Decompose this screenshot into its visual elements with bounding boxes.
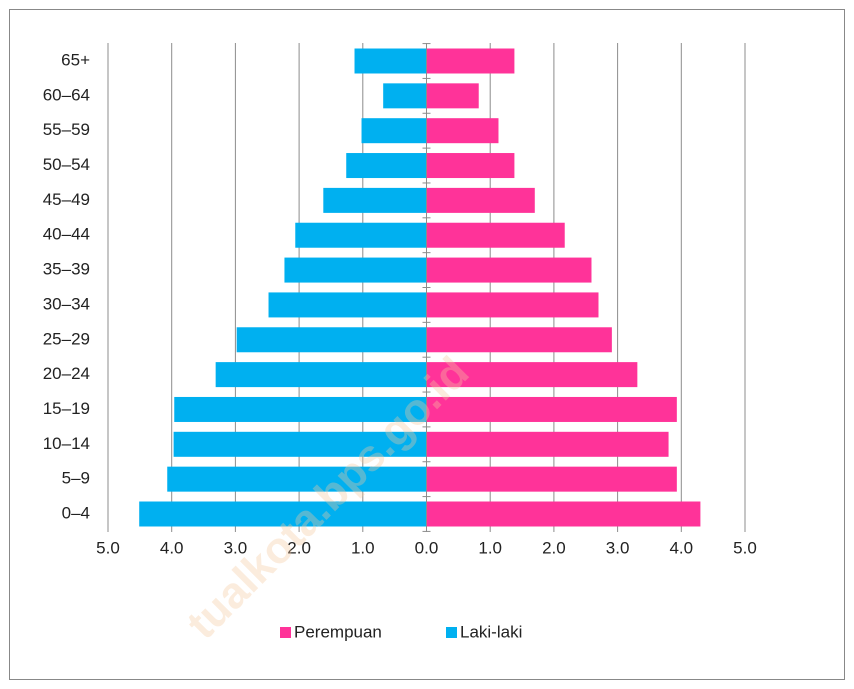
y-tick-label: 20–24 bbox=[43, 364, 90, 383]
bar bbox=[426, 466, 677, 492]
y-tick-label: 30–34 bbox=[43, 294, 90, 313]
y-tick-label: 15–19 bbox=[43, 399, 90, 418]
bar bbox=[426, 48, 515, 74]
x-tick-label: 5.0 bbox=[96, 538, 120, 557]
legend-label: Laki-laki bbox=[460, 622, 522, 641]
bar bbox=[268, 292, 427, 318]
x-tick-label: 2.0 bbox=[287, 538, 311, 557]
x-tick-label: 1.0 bbox=[478, 538, 502, 557]
x-tick-label: 0.0 bbox=[415, 538, 439, 557]
legend-swatch bbox=[446, 627, 457, 638]
bar bbox=[383, 83, 427, 109]
y-tick-label: 5–9 bbox=[62, 469, 90, 488]
x-tick-label: 3.0 bbox=[606, 538, 630, 557]
bar bbox=[426, 118, 499, 144]
bar bbox=[354, 48, 427, 74]
bar bbox=[295, 222, 427, 248]
bar bbox=[426, 292, 599, 318]
y-tick-label: 25–29 bbox=[43, 329, 90, 348]
bar bbox=[426, 83, 479, 109]
bar bbox=[361, 118, 427, 144]
bar bbox=[174, 396, 427, 422]
y-tick-label: 60–64 bbox=[43, 85, 90, 104]
legend-label: Perempuan bbox=[294, 622, 382, 641]
x-tick-label: 4.0 bbox=[669, 538, 693, 557]
x-tick-label: 3.0 bbox=[224, 538, 248, 557]
bar bbox=[426, 257, 592, 283]
bar bbox=[323, 187, 427, 213]
bar bbox=[426, 501, 701, 527]
y-tick-label: 40–44 bbox=[43, 225, 90, 244]
x-tick-label: 4.0 bbox=[160, 538, 184, 557]
bar bbox=[426, 222, 565, 248]
bar bbox=[426, 187, 535, 213]
y-tick-label: 10–14 bbox=[43, 434, 90, 453]
x-tick-label: 2.0 bbox=[542, 538, 566, 557]
y-tick-label: 0–4 bbox=[62, 503, 90, 522]
bar bbox=[215, 362, 427, 388]
legend-swatch bbox=[280, 627, 291, 638]
bar bbox=[426, 431, 669, 457]
y-tick-label: 35–39 bbox=[43, 260, 90, 279]
bar bbox=[139, 501, 427, 527]
y-tick-label: 55–59 bbox=[43, 120, 90, 139]
x-tick-label: 5.0 bbox=[733, 538, 757, 557]
bar bbox=[173, 431, 427, 457]
bar bbox=[284, 257, 427, 283]
bar bbox=[167, 466, 427, 492]
y-tick-label: 65+ bbox=[61, 50, 90, 69]
bar bbox=[236, 327, 427, 353]
bar bbox=[346, 153, 427, 179]
bar bbox=[426, 153, 515, 179]
y-tick-label: 45–49 bbox=[43, 190, 90, 209]
y-tick-label: 50–54 bbox=[43, 155, 90, 174]
bar bbox=[426, 362, 638, 388]
bar bbox=[426, 396, 677, 422]
x-tick-label: 1.0 bbox=[351, 538, 375, 557]
bar bbox=[426, 327, 612, 353]
